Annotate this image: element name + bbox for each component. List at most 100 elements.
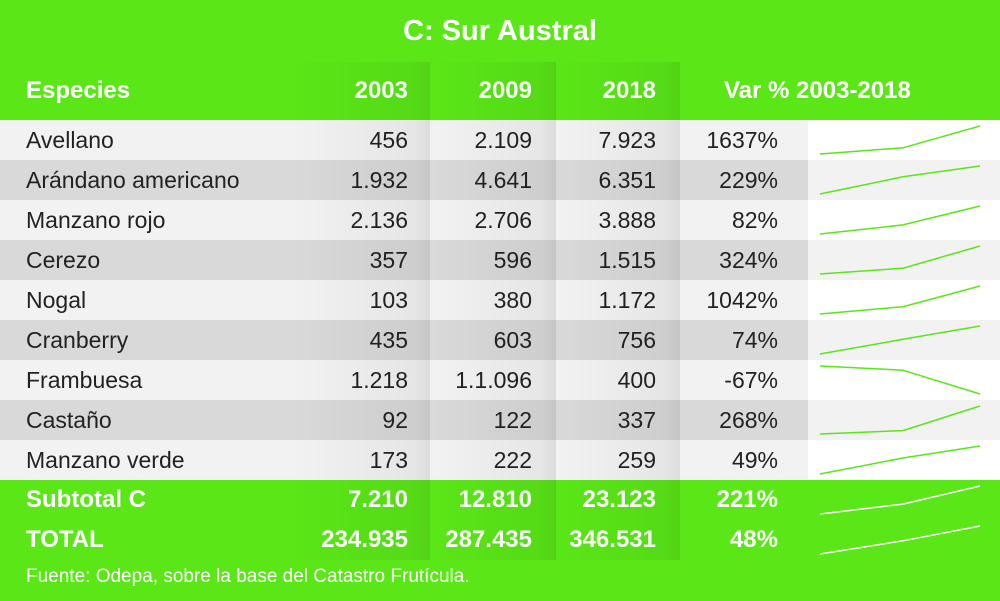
header-2009: 2009	[478, 77, 532, 104]
cell-var: 82%	[731, 207, 778, 233]
sparkline-cell	[808, 240, 1000, 280]
cell-var: 49%	[731, 447, 778, 473]
table-row: Manzano rojo 2.136 2.706 3.888 82%	[0, 200, 1000, 240]
cell-name: Frambuesa	[26, 367, 143, 393]
cell-v2009: 222	[493, 447, 532, 473]
cell-name: Manzano rojo	[26, 207, 166, 233]
sparkline-path	[819, 325, 981, 355]
source-note: Fuente: Odepa, sobre la base del Catastr…	[26, 566, 470, 587]
total-cell-name: Subtotal C	[26, 486, 146, 513]
table-row: Frambuesa 1.218 1.1.096 400 -67%	[0, 360, 1000, 400]
header-var: Var % 2003-2018	[724, 77, 911, 104]
sparkline	[819, 205, 981, 235]
sparkline	[819, 525, 981, 555]
cell-v2009: 2.706	[474, 207, 532, 233]
cell-v2009: 2.109	[474, 127, 532, 153]
table-row: Manzano verde 173 222 259 49%	[0, 440, 1000, 480]
header-2018: 2018	[602, 77, 656, 104]
sparkline-path	[819, 445, 981, 475]
table-row: Avellano 456 2.109 7.923 1637%	[0, 120, 1000, 160]
total-cell-v2018: 23.123	[582, 486, 656, 513]
sparkline-cell	[808, 280, 1000, 320]
cell-name: Castaño	[26, 407, 112, 433]
sparkline	[819, 445, 981, 475]
sparkline-cell	[808, 120, 1000, 160]
sparkline-cell	[808, 160, 1000, 200]
cell-v2009: 603	[493, 327, 532, 353]
cell-v2003: 357	[369, 247, 408, 273]
cell-name: Avellano	[26, 127, 114, 153]
sparkline-path	[819, 165, 981, 195]
header-2003: 2003	[354, 77, 408, 104]
table-body: Avellano 456 2.109 7.923 1637% Arándano ameri…	[0, 120, 1000, 480]
sparkline	[819, 125, 981, 155]
cell-name: Cerezo	[26, 247, 101, 273]
cell-var: -67%	[724, 367, 778, 393]
total-row: Subtotal C 7.210 12.810 23.123 221%	[0, 480, 1000, 520]
cell-var: 229%	[719, 167, 778, 193]
cell-v2018: 1.515	[598, 247, 656, 273]
total-cell-var: 48%	[729, 526, 778, 553]
total-cell-v2003: 234.935	[321, 526, 408, 553]
sparkline-path	[819, 485, 981, 515]
sparkline-path	[819, 405, 981, 435]
cell-v2009: 1.1.096	[455, 367, 532, 393]
sparkline-cell	[808, 400, 1000, 440]
cell-v2009: 596	[493, 247, 532, 273]
sparkline-cell	[808, 520, 1000, 560]
sparkline-path	[819, 525, 981, 555]
total-cell-v2018: 346.531	[569, 526, 656, 553]
sparkline-cell	[808, 360, 1000, 400]
cell-v2003: 92	[382, 407, 408, 433]
cell-v2018: 6.351	[598, 167, 656, 193]
header-especies: Especies	[26, 77, 131, 104]
sparkline	[819, 245, 981, 275]
sparkline-path	[819, 365, 981, 395]
cell-v2003: 2.136	[350, 207, 408, 233]
total-cell-v2009: 287.435	[445, 526, 532, 553]
sparkline-path	[819, 125, 981, 155]
cell-v2009: 4.641	[474, 167, 532, 193]
cell-v2003: 456	[369, 127, 408, 153]
total-cell-v2003: 7.210	[347, 486, 408, 513]
cell-name: Cranberry	[26, 327, 129, 353]
sparkline-cell	[808, 480, 1000, 520]
cell-v2003: 435	[369, 327, 408, 353]
sparkline	[819, 325, 981, 355]
total-cell-var: 221%	[716, 486, 778, 513]
total-cell-name: TOTAL	[26, 526, 104, 553]
sparkline	[819, 485, 981, 515]
cell-var: 1637%	[706, 127, 778, 153]
cell-var: 268%	[719, 407, 778, 433]
cell-v2018: 7.923	[598, 127, 656, 153]
table-title: C: Sur Austral	[403, 15, 597, 47]
cell-v2009: 380	[493, 287, 532, 313]
sparkline	[819, 365, 981, 395]
sparkline-path	[819, 245, 981, 275]
cell-var: 74%	[731, 327, 778, 353]
cell-v2018: 259	[617, 447, 656, 473]
cell-v2003: 1.218	[350, 367, 408, 393]
cell-v2003: 1.932	[350, 167, 408, 193]
cell-v2018: 400	[617, 367, 656, 393]
cell-var: 324%	[719, 247, 778, 273]
sparkline-path	[819, 285, 981, 315]
table-row: Nogal 103 380 1.172 1042%	[0, 280, 1000, 320]
cell-v2018: 3.888	[598, 207, 656, 233]
cell-v2018: 337	[617, 407, 656, 433]
cell-var: 1042%	[706, 287, 778, 313]
sparkline-cell	[808, 440, 1000, 480]
table-row: Cranberry 435 603 756 74%	[0, 320, 1000, 360]
total-row: TOTAL 234.935 287.435 346.531 48%	[0, 520, 1000, 560]
sparkline-cell	[808, 200, 1000, 240]
sparkline-cell	[808, 320, 1000, 360]
table-row: Cerezo 357 596 1.515 324%	[0, 240, 1000, 280]
sparkline-path	[819, 205, 981, 235]
cell-v2018: 1.172	[598, 287, 656, 313]
sparkline	[819, 285, 981, 315]
table-row: Arándano americano 1.932 4.641 6.351 229%	[0, 160, 1000, 200]
sparkline	[819, 405, 981, 435]
cell-name: Manzano verde	[26, 447, 185, 473]
cell-v2018: 756	[617, 327, 656, 353]
sparkline	[819, 165, 981, 195]
